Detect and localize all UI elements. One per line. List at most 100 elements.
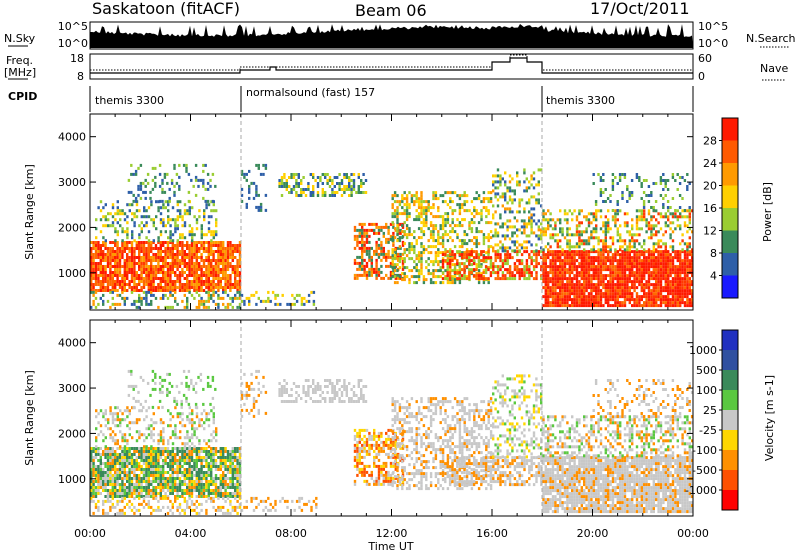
heatmap-cell [370,264,373,268]
heatmap-cell [559,245,562,249]
heatmap-cell [602,286,605,290]
heatmap-cell [604,298,607,302]
heatmap-cell [523,171,526,175]
heatmap-cell [571,289,574,293]
heatmap-cell [595,236,598,240]
heatmap-cell [415,269,418,273]
heatmap-cell [399,222,402,226]
heatmap-cell [671,289,675,293]
heatmap-cell [92,468,95,471]
heatmap-cell [671,245,675,249]
heatmap-cell [583,292,586,296]
heatmap-cell [638,295,641,299]
heatmap-cell [623,289,627,293]
heatmap-cell [441,236,445,240]
heatmap-cell [116,277,119,280]
heatmap-cell [102,477,105,480]
heatmap-cell [140,227,143,231]
heatmap-cell [611,295,615,299]
heatmap-cell [169,274,172,277]
heatmap-cell [683,224,687,228]
heatmap-cell [393,281,397,285]
heatmap-cell [659,295,663,299]
heatmap-cell [635,218,639,222]
heatmap-cell [638,179,641,182]
heatmap-cell [504,277,507,281]
heatmap-cell [204,187,207,191]
heatmap-cell [99,200,103,204]
heatmap-cell [494,256,497,260]
heatmap-cell [487,233,490,237]
heatmap-cell [186,277,189,280]
heatmap-cell [501,249,504,253]
heatmap-cell [420,236,423,240]
heatmap-cell [575,280,579,284]
heatmap-cell [468,239,471,243]
heatmap-cell [520,246,524,250]
heatmap-cell [214,241,218,244]
cpid-label: CPID [8,90,37,103]
heatmap-cell [130,250,134,253]
heatmap-cell [580,221,583,225]
heatmap-cell [363,267,366,271]
heatmap-cell [480,272,483,276]
heatmap-cell [150,286,153,289]
heatmap-cell [458,224,462,228]
heatmap-cell [619,274,622,278]
heatmap-cell [621,271,624,275]
heatmap-cell [681,298,684,302]
heatmap-cell [219,286,222,289]
heatmap-cell [585,215,588,219]
heatmap-cell [542,268,545,272]
heatmap-cell [126,262,129,265]
heatmap-cell [657,245,660,249]
heatmap-cell [688,215,691,219]
heatmap-cell [676,292,679,296]
heatmap-cell [686,215,689,219]
heatmap-cell [195,244,198,247]
heatmap-cell [130,262,134,265]
heatmap-cell [138,293,141,297]
heatmap-cell [358,255,361,259]
heatmap-cell [609,200,612,203]
heatmap-cell [138,495,141,498]
heatmap-cell [643,301,646,305]
heatmap-cell [94,256,98,259]
heatmap-cell [619,301,622,305]
heatmap-cell [149,190,152,194]
heatmap-cell [118,274,122,277]
heatmap-cell [468,271,471,275]
heatmap-cell [104,259,107,262]
heatmap-cell [607,295,610,299]
heatmap-cell [205,203,208,207]
heatmap-cell [652,224,655,228]
heatmap-cell [561,286,564,290]
heatmap-cell [635,209,639,213]
heatmap-cell [99,289,102,292]
heatmap-cell [451,227,454,231]
heatmap-cell [238,296,242,300]
heatmap-cell [188,233,191,237]
heatmap-cell [181,274,184,277]
heatmap-cell [145,224,148,228]
heatmap-cell [130,489,134,492]
heatmap-cell [128,462,131,465]
heatmap-cell [446,254,450,258]
heatmap-cell [667,268,670,272]
heatmap-cell [140,247,143,250]
heatmap-cell [611,298,615,302]
heatmap-cell [158,163,162,167]
heatmap-cell [578,280,581,284]
heatmap-cell [396,209,399,213]
heatmap-cell [676,259,679,263]
heatmap-cell [133,468,136,471]
heatmap-cell [140,259,143,262]
heatmap-cell [188,271,191,274]
heatmap-cell [224,259,227,262]
heatmap-cell [176,256,179,259]
heatmap-cell [142,477,146,480]
heatmap-cell [607,280,610,284]
heatmap-cell [170,181,174,185]
heatmap-cell [114,495,117,498]
heatmap-cell [504,192,507,196]
